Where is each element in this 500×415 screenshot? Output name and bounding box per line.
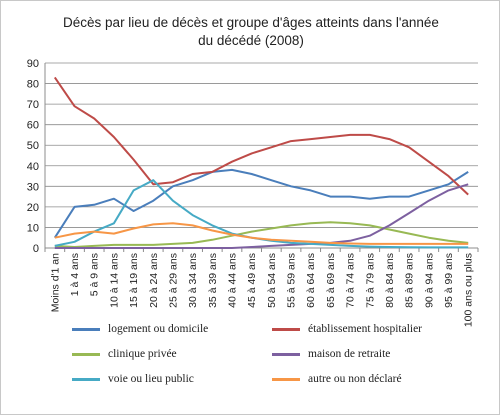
x-tick-label: 95 à 99 ans	[443, 253, 455, 308]
x-tick-label: 80 à 84 ans	[384, 253, 396, 308]
x-tick-label: 15 à 19 ans	[128, 253, 140, 308]
x-tick-label: 10 à 14 ans	[108, 253, 120, 308]
chart-title-line-2: du décédé (2008)	[198, 33, 304, 48]
x-tick-label: Moins d'1 an	[49, 253, 61, 312]
series-line-1	[53, 76, 469, 196]
x-tick-label: 40 à 44 ans	[226, 253, 238, 308]
y-tick-label: 10	[27, 222, 39, 234]
x-tick-label: 25 à 29 ans	[167, 253, 179, 308]
x-tick-label: 45 à 49 ans	[246, 253, 258, 308]
y-tick-label: 50	[27, 140, 39, 152]
x-tick-label: 50 à 54 ans	[266, 253, 278, 308]
series-line-5	[54, 222, 469, 245]
series-line-2	[54, 221, 469, 248]
x-tick-label: 75 à 79 ans	[364, 253, 376, 308]
x-tick-label: 20 à 24 ans	[148, 253, 160, 308]
y-tick-label: 30	[27, 181, 39, 193]
x-tick-label: 70 à 74 ans	[345, 253, 357, 308]
x-tick-label: 65 à 69 ans	[325, 253, 337, 308]
series-line-0	[53, 168, 469, 239]
x-tick-label: 5 à 9 ans	[89, 253, 101, 296]
x-tick-label: 85 à 89 ans	[404, 253, 416, 308]
y-tick-label: 60	[27, 120, 39, 132]
x-tick-label: 1 à 4 ans	[69, 253, 81, 296]
x-tick-label: 35 à 39 ans	[207, 253, 219, 308]
y-tick-label: 20	[27, 202, 39, 214]
x-tick-label: 60 à 64 ans	[305, 253, 317, 308]
x-tick-label: 90 à 94 ans	[423, 253, 435, 308]
y-tick-label: 70	[27, 99, 39, 111]
y-tick-label: 40	[27, 161, 39, 173]
y-tick-label: 90	[27, 58, 39, 70]
chart-title: Décès par lieu de décès et groupe d'âges…	[21, 14, 481, 50]
y-tick-label: 80	[27, 79, 39, 91]
x-tick-label: 55 à 59 ans	[286, 253, 298, 308]
x-tick-label: 100 ans ou plus	[463, 253, 475, 327]
x-tick-label: 30 à 34 ans	[187, 253, 199, 308]
series-line-3	[54, 183, 469, 249]
chart-title-line-1: Décès par lieu de décès et groupe d'âges…	[63, 15, 439, 30]
y-tick-label: 0	[33, 243, 39, 255]
